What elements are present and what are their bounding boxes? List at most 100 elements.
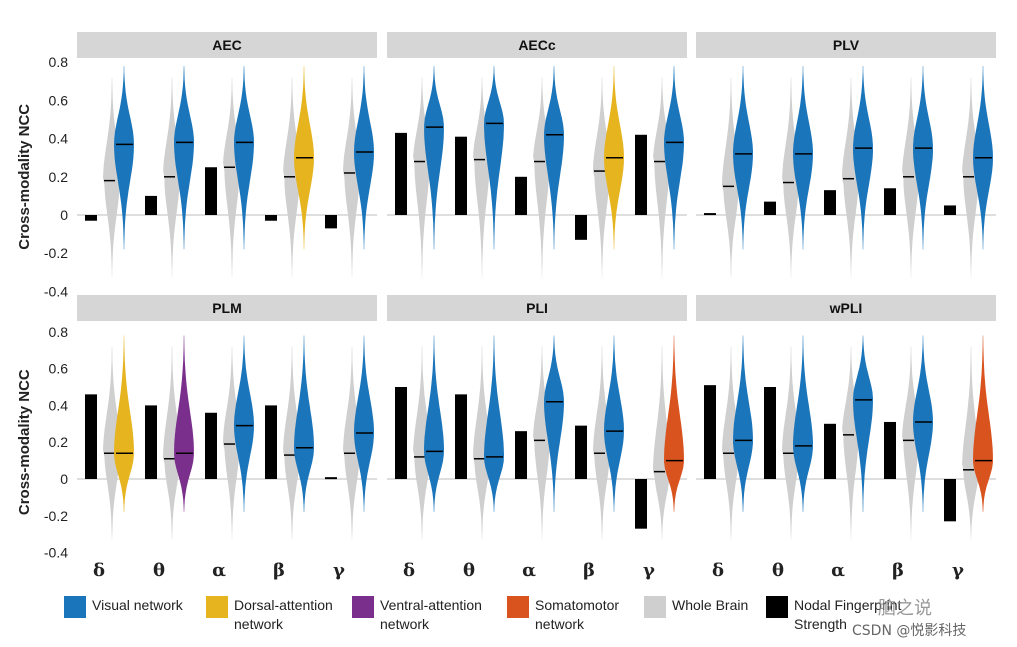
whole-brain-violin [343,346,352,540]
network-violin [743,66,753,250]
whole-brain-violin [962,77,971,279]
whole-brain-violin [851,346,860,540]
network-violin [664,335,674,513]
legend-label-whole: Whole Brain [672,597,749,613]
y-tick-label: 0.2 [49,169,69,185]
panel-strip [387,295,687,321]
network-violin [614,335,624,513]
band-label: β [273,560,285,581]
panel-strip [696,32,996,58]
network-violin [863,335,873,513]
nodal-bar [575,215,587,240]
network-violin [354,335,364,513]
legend-label-ventral: Ventral-attention network [380,597,482,632]
nodal-bar [145,195,157,215]
nodal-bar [764,201,776,215]
network-violin [114,66,124,250]
network-violin [434,66,444,250]
nodal-bar [265,405,277,479]
band-label: γ [952,560,964,581]
legend-label-visual: Visual network [92,597,183,613]
nodal-bar [395,387,407,479]
band-label: θ [772,560,784,581]
nodal-bar [515,431,527,479]
whole-brain-violin [593,346,602,540]
whole-brain-violin [653,346,662,540]
network-violin [544,66,554,250]
network-violin [174,335,184,513]
network-violin [674,335,684,513]
network-violin [114,335,124,513]
nodal-bar [325,477,337,480]
y-axis-label: Cross-modality NCC [16,104,33,250]
watermark-csdn: CSDN @悦影科技 [852,623,967,639]
band-label: α [522,560,536,581]
y-tick-label: -0.4 [44,283,68,299]
band-label: θ [463,560,475,581]
panel-pli: PLI δ θ α β γ [387,295,687,581]
network-violin [554,335,564,513]
panel-title: PLM [212,300,242,316]
panel-plv: PLV [696,32,996,279]
y-tick-label: 0.4 [49,131,69,147]
network-violin [853,335,863,513]
network-violin [184,335,194,513]
y-tick-label: 0.8 [49,324,69,340]
nodal-bar [704,213,716,216]
panel-strip [387,32,687,58]
network-violin [124,66,134,250]
legend-item-visual: Visual network [64,594,204,638]
network-violin [923,66,933,250]
legend-label-dorsal: Dorsal-attention network [234,597,333,632]
band-label: δ [712,560,724,581]
whole-brain-violin [413,77,422,279]
network-violin [484,66,494,250]
network-violin [983,335,993,513]
nodal-bar [824,423,836,479]
band-label: α [212,560,226,581]
network-violin [733,335,743,513]
y-tick-label: 0.6 [49,361,69,377]
network-violin [234,335,244,513]
whole-brain-violin [112,77,121,279]
band-label: γ [643,560,655,581]
network-violin [424,66,434,250]
band-label: β [583,560,595,581]
legend: Visual network Dorsal-attention network … [64,594,1014,644]
y-tick-label: 0.2 [49,434,69,450]
nodal-bar [395,132,407,215]
panel-title: PLI [526,300,548,316]
network-violin [304,335,314,513]
whole-brain-violin [542,77,551,279]
whole-brain-violin [103,346,112,540]
whole-brain-violin [662,77,671,279]
nodal-bar [515,176,527,215]
network-violin [184,66,194,250]
whole-brain-violin [851,77,860,279]
legend-label-nodal: Nodal Fingerprint Strength [794,597,902,632]
band-label: δ [93,560,105,581]
network-violin [424,335,434,513]
nodal-bar [325,215,337,229]
legend-item-nodal: Nodal Fingerprint Strength [766,594,926,638]
whole-brain-violin [842,346,851,540]
legend-label-somatomotor: Somatomotor network [535,597,620,632]
network-violin [913,66,923,250]
band-label: γ [333,560,345,581]
nodal-bar [635,479,647,529]
nodal-bar [575,425,587,479]
y-tick-label: -0.4 [44,545,68,561]
nodal-bar [824,190,836,215]
panel-aec: AEC [77,32,377,279]
whole-brain-violin [163,77,172,279]
network-violin [494,335,504,513]
network-violin [544,335,554,513]
y-tick-label: -0.2 [44,508,68,524]
network-violin [294,335,304,513]
nodal-bar [205,412,217,479]
legend-item-dorsal: Dorsal-attention network [206,594,351,638]
nodal-bar [205,167,217,215]
whole-brain-violin [782,77,791,279]
network-violin [364,335,374,513]
nodal-bar [635,134,647,215]
